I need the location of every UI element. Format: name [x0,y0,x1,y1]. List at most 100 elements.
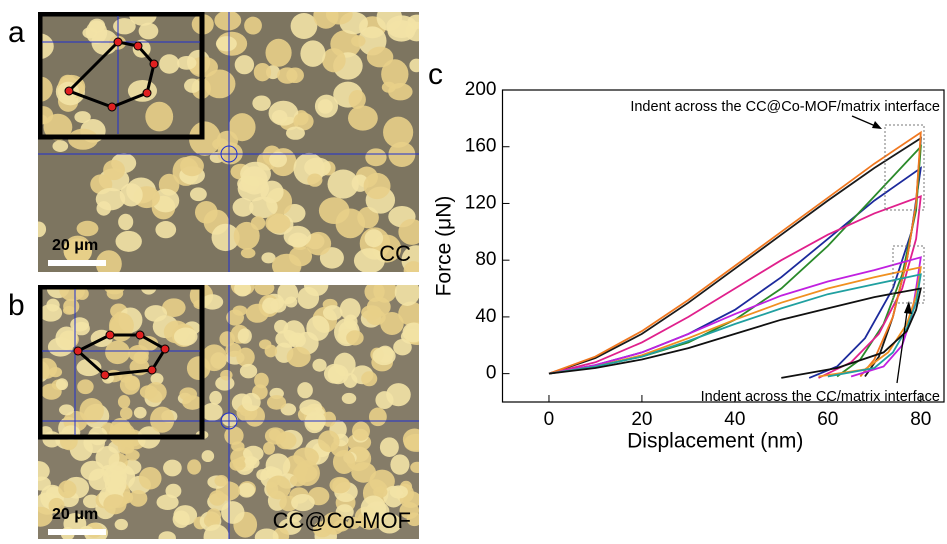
annotation: Indent across the CC/matrix interface [701,389,940,405]
particle [379,437,399,458]
marker [149,59,159,69]
particle [322,48,346,73]
particle [203,513,221,528]
particle [201,344,227,372]
particle [265,213,291,234]
particle [409,58,419,73]
particle [79,397,104,424]
marker [107,102,117,112]
particle [155,221,177,239]
particle [88,18,106,34]
arrowhead [872,121,882,129]
particle [222,413,238,427]
particle [387,20,416,42]
particle [263,441,276,455]
particle [158,531,176,539]
particle [293,112,314,131]
curve [548,273,922,378]
particle [352,421,370,441]
particle [226,309,244,326]
particle [291,493,315,512]
particle [335,208,366,239]
x-tick-label: 0 [544,409,555,430]
particle [176,55,197,70]
particle [347,517,361,530]
particle [244,16,262,35]
particle [286,346,311,368]
marker [135,330,145,340]
particle [240,247,256,259]
particle [138,335,159,352]
particle [286,510,302,523]
particle [209,490,226,506]
marker [133,41,143,51]
particle [233,221,260,250]
particle [386,383,411,407]
particle [55,326,78,350]
particle [402,322,419,343]
particle [103,159,126,181]
y-tick-label: 80 [475,249,496,270]
particle [277,67,298,84]
particle [243,445,264,462]
particle [117,395,131,409]
particle [38,221,47,238]
particle [59,285,85,302]
particle [203,524,230,539]
particle [38,506,53,527]
particle [95,250,122,272]
particle [377,513,402,534]
particle [271,110,288,124]
particle [383,116,414,148]
crosshair-circle [220,412,238,430]
inset [38,12,205,140]
particle [288,332,306,348]
particle [115,230,142,252]
marker [64,86,74,96]
particle [305,231,332,256]
particle [403,433,419,452]
particle [215,376,235,391]
particle [201,450,215,463]
particle [189,121,221,156]
particle [211,223,240,252]
particle [261,252,276,264]
particle [220,369,233,381]
particle [266,395,287,410]
particle [228,113,256,142]
curve [548,130,922,378]
particle [209,390,222,405]
particle [238,482,256,498]
marker [73,346,83,356]
particle [74,111,91,123]
particle [173,327,198,346]
particle [179,387,198,402]
crosshair-circle [220,145,238,163]
particle [133,406,147,419]
particle [327,169,359,199]
particle [128,489,148,507]
particle [180,155,204,177]
particle [317,99,333,114]
particle [133,351,149,365]
particle [268,429,281,441]
particle [318,430,340,453]
arrow [896,304,909,384]
particle [189,187,207,202]
particle [380,312,404,336]
panel-label: b [8,289,25,322]
scale-bar-label: 20 μm [52,506,98,523]
particle [144,305,168,322]
y-tick-label: 120 [465,192,497,213]
particle [283,225,312,247]
caption: CC@Co-MOF [273,508,411,533]
particle [229,458,246,471]
particle [48,497,65,514]
y-tick-label: 0 [486,363,497,384]
particle [297,382,313,399]
particle [43,113,73,141]
particle [389,485,408,499]
particle [77,379,94,395]
particle [398,301,419,326]
